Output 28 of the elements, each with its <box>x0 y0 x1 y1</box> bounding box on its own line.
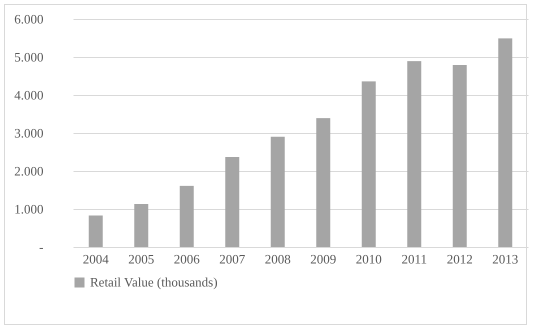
x-tick-label: 2012 <box>446 252 473 266</box>
y-tick-label: 6.000 <box>14 12 44 26</box>
bar <box>498 38 512 247</box>
bar <box>316 118 330 247</box>
x-tick-label: 2008 <box>264 252 291 266</box>
bar <box>452 64 467 247</box>
x-tick-label: 2005 <box>128 252 154 266</box>
y-tick-label: - <box>39 240 44 254</box>
bar <box>362 81 376 247</box>
x-tick-label: 2009 <box>310 252 336 266</box>
x-tick-label: 2006 <box>174 252 200 266</box>
bar <box>180 186 194 247</box>
bar <box>270 136 285 247</box>
y-tick-label: 1.000 <box>14 202 44 216</box>
x-tick-label: 2007 <box>219 252 246 266</box>
x-tick-label: 2010 <box>356 252 382 266</box>
x-tick-label: 2004 <box>82 252 110 266</box>
bar <box>407 61 422 247</box>
y-tick-label: 5.000 <box>14 50 44 64</box>
x-tick-label: 2013 <box>492 252 518 266</box>
bar <box>88 215 103 247</box>
y-tick-label: 3.000 <box>14 126 44 140</box>
y-tick-label: 2.000 <box>14 164 44 178</box>
x-tick-label: 2011 <box>401 252 428 266</box>
bar <box>134 204 148 247</box>
legend-label: Retail Value (thousands) <box>90 274 218 290</box>
bar <box>225 156 240 247</box>
y-tick-label: 4.000 <box>14 88 44 102</box>
